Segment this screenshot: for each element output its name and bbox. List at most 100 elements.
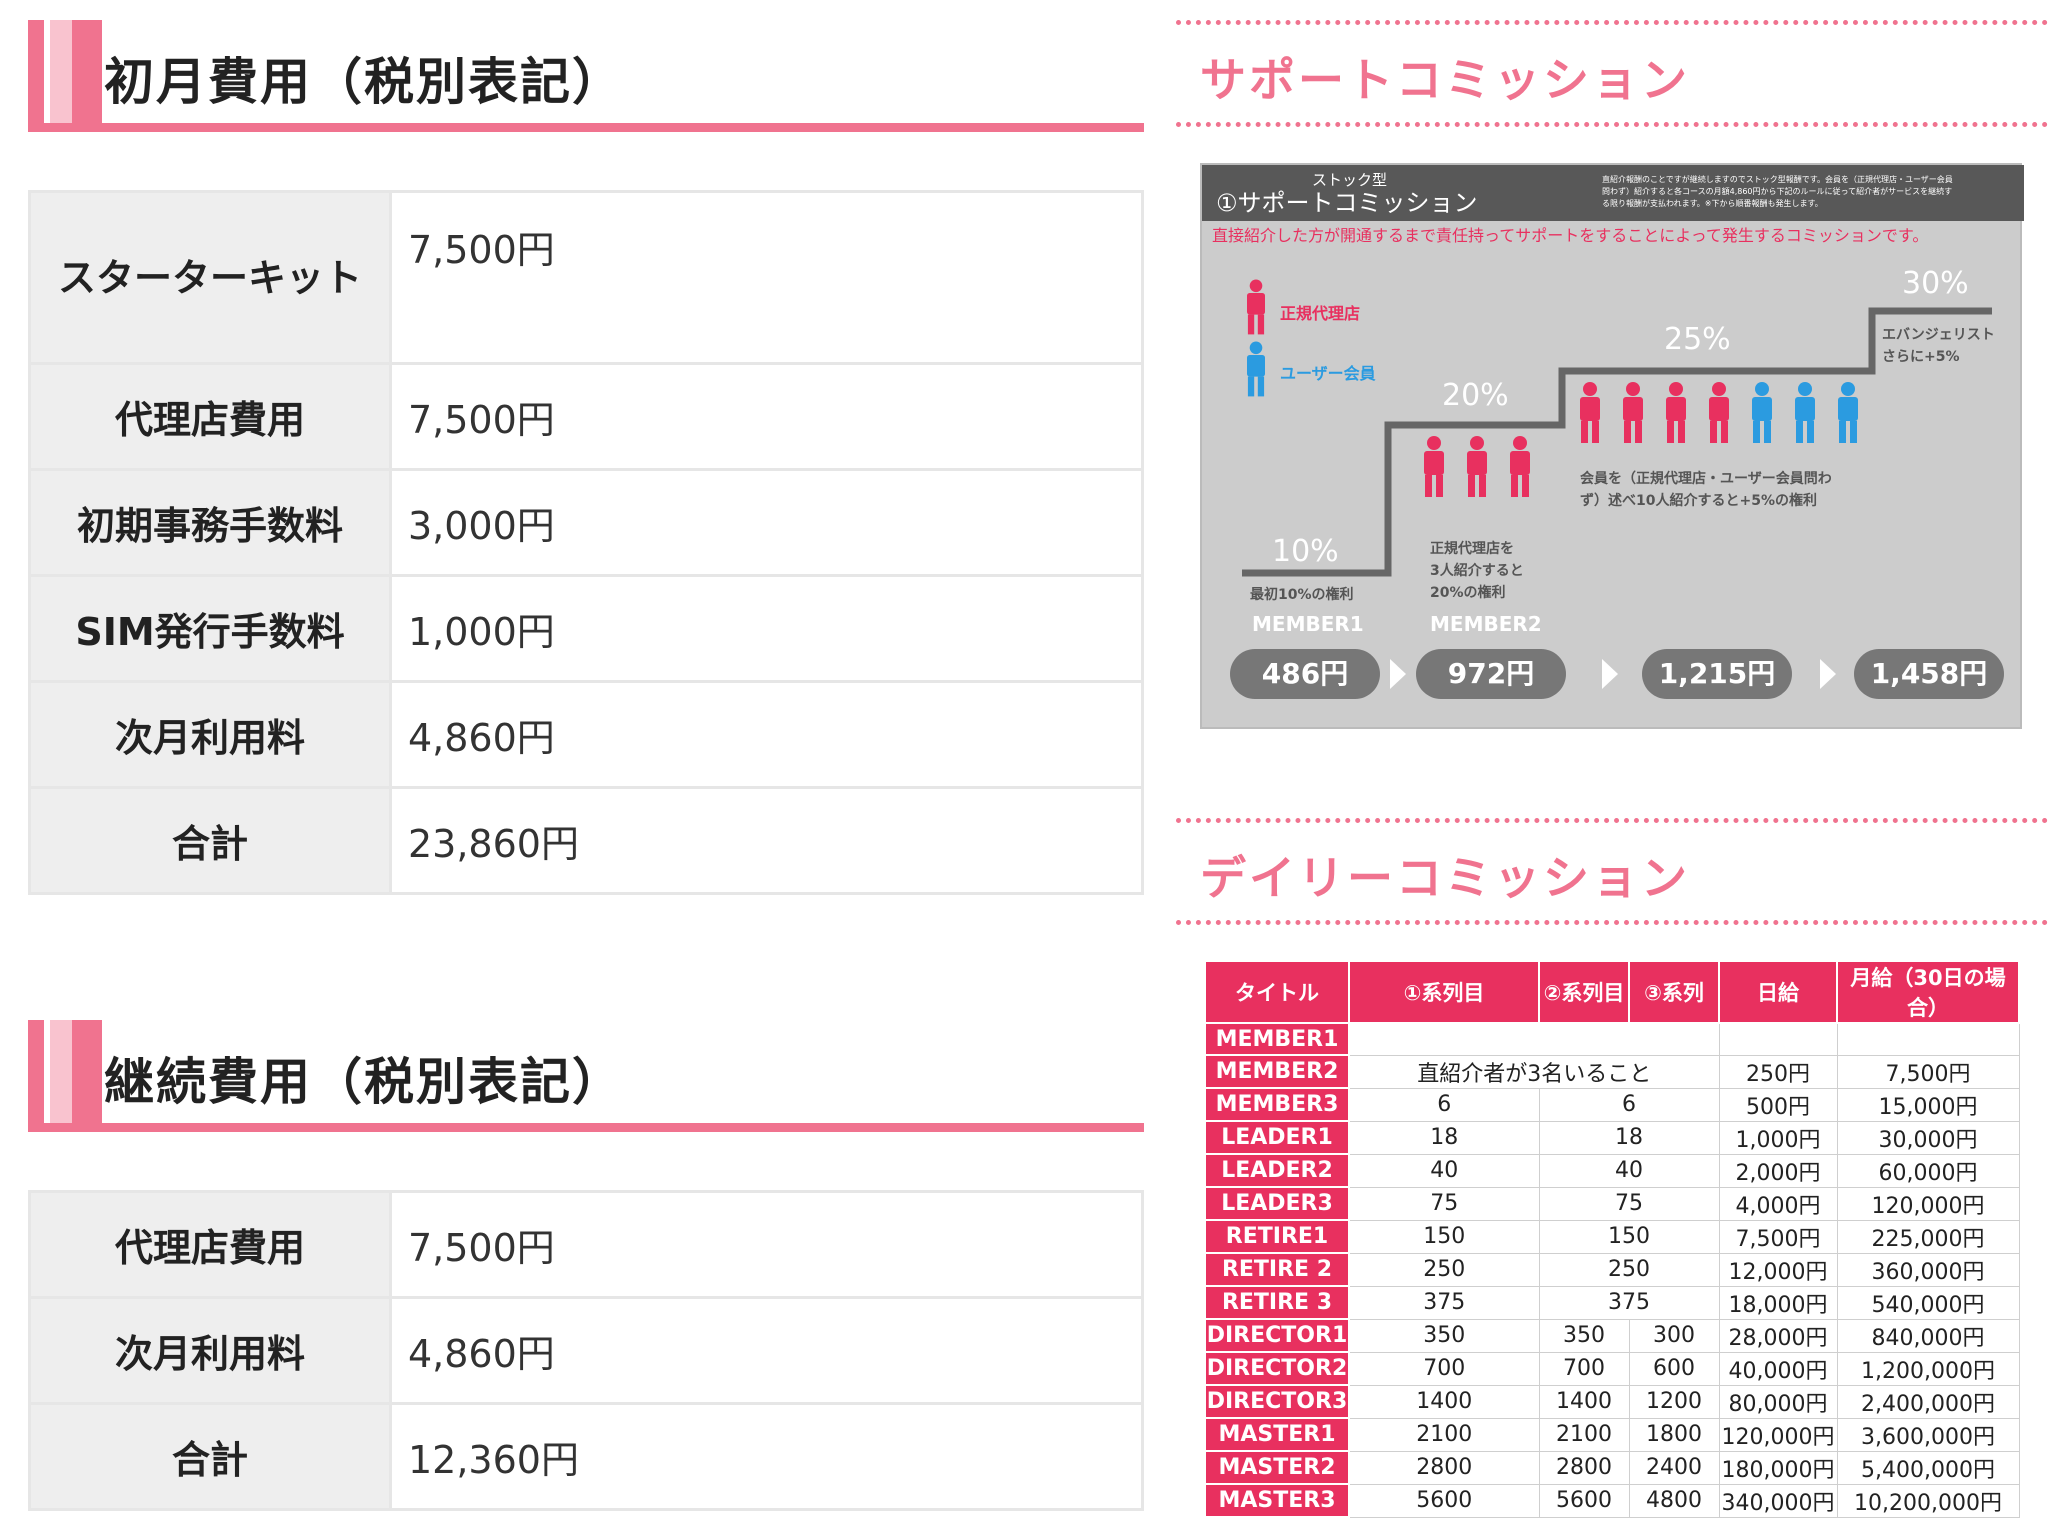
agency-person-icon: [1580, 382, 1729, 443]
chart-title: ①サポートコミッション: [1216, 189, 1478, 217]
table-row: 合計 12,360円: [28, 1402, 1144, 1511]
header-accent-bar: [72, 20, 102, 132]
line1-count: 350: [1348, 1318, 1540, 1353]
rank-name: LEADER2: [1204, 1153, 1350, 1188]
table-row: スターターキット 7,500円: [28, 190, 1144, 365]
rank-name: RETIRE 2: [1204, 1252, 1350, 1287]
rank-name: MEMBER3: [1204, 1087, 1350, 1122]
member-label: MEMBER1: [1252, 612, 1364, 636]
line1-count: 2800: [1348, 1450, 1540, 1485]
daily-pay: 2,000円: [1718, 1153, 1838, 1188]
user-person-icon: [1752, 382, 1858, 443]
table-row: 代理店費用 7,500円: [28, 1190, 1144, 1299]
daily-commission-heading: デイリーコミッション: [1200, 851, 1690, 905]
step-note: 20%の権利: [1430, 584, 1506, 601]
monthly-pay: 225,000円: [1836, 1219, 2020, 1254]
fee-value: 7,500円: [389, 1190, 1144, 1299]
fee-label: 代理店費用: [28, 362, 392, 471]
amount-pill: [1416, 649, 1566, 699]
monthly-pay: 30,000円: [1836, 1120, 2020, 1155]
table-row: MASTER3 5600 5600 4800 340,000円 10,200,0…: [1204, 1483, 2020, 1518]
daily-pay: 4,000円: [1718, 1186, 1838, 1221]
line2-count: 1400: [1538, 1384, 1630, 1419]
line2-count: 2800: [1538, 1450, 1630, 1485]
table-row: MASTER2 2800 2800 2400 180,000円 5,400,00…: [1204, 1450, 2020, 1485]
initial-cost-header: 初月費用（税別表記）: [28, 20, 1144, 132]
monthly-pay: 15,000円: [1836, 1087, 2020, 1122]
agency-person-icon: [1247, 279, 1265, 335]
daily-pay: 7,500円: [1718, 1219, 1838, 1254]
user-person-icon: [1247, 341, 1265, 397]
table-cell: [1836, 1022, 2020, 1056]
table-row: MEMBER2 直紹介者が3名いること 250円 7,500円: [1204, 1054, 2020, 1089]
step-note: エバンジェリスト: [1882, 327, 1995, 343]
monthly-pay: 1,200,000円: [1836, 1351, 2020, 1386]
table-row: 代理店費用 7,500円: [28, 362, 1144, 471]
table-row: 次月利用料 4,860円: [28, 680, 1144, 789]
column-header: ②系列目: [1538, 960, 1630, 1024]
fee-label: 代理店費用: [28, 1190, 392, 1299]
step-note: 正規代理店を: [1430, 540, 1514, 557]
fee-label: 合計: [28, 786, 392, 895]
line3-count: 1800: [1628, 1417, 1720, 1452]
line3-count: 300: [1628, 1318, 1720, 1353]
step-note: 最初10%の権利: [1250, 586, 1354, 603]
daily-pay: 340,000円: [1718, 1483, 1838, 1518]
table-row: RETIRE1 150 150 7,500円 225,000円: [1204, 1219, 2020, 1254]
line2-count: 700: [1538, 1351, 1630, 1386]
rank-name: MEMBER1: [1204, 1022, 1350, 1056]
daily-pay: 18,000円: [1718, 1285, 1838, 1320]
line1-count: 18: [1348, 1120, 1540, 1155]
rank-name: LEADER3: [1204, 1186, 1350, 1221]
daily-pay: 40,000円: [1718, 1351, 1838, 1386]
line2-count: 75: [1538, 1186, 1720, 1221]
arrow-right-icon: [1602, 659, 1618, 689]
step-percent: 20%: [1442, 378, 1509, 413]
line2-count: 2100: [1538, 1417, 1630, 1452]
monthly-pay: 840,000円: [1836, 1318, 2020, 1353]
legend-agency: 正規代理店: [1280, 304, 1360, 323]
step-note: さらに+5%: [1882, 349, 1960, 365]
line1-count: 40: [1348, 1153, 1540, 1188]
amount-value: 1,215円: [1659, 657, 1776, 690]
chart-note-line: 問わず）紹介すると各コースの月額4,860円から下記のルールに従って紹介者がサー…: [1602, 186, 1952, 196]
daily-pay: 1,000円: [1718, 1120, 1838, 1155]
line2-count: 6: [1538, 1087, 1720, 1122]
column-header: ③系列: [1628, 960, 1720, 1024]
table-row: LEADER1 18 18 1,000円 30,000円: [1204, 1120, 2020, 1155]
member-label: MEMBER2: [1430, 612, 1542, 636]
rank-name: MASTER3: [1204, 1483, 1350, 1518]
line1-count: 2100: [1348, 1417, 1540, 1452]
amount-pill: [1642, 649, 1792, 699]
dotted-divider: [1176, 920, 2048, 925]
header-underline: [28, 1123, 1144, 1132]
step-note: 3人紹介すると: [1430, 562, 1524, 579]
step-note: 会員を（正規代理店・ユーザー会員問わ: [1580, 470, 1832, 487]
fee-value: 23,860円: [389, 786, 1144, 895]
header-accent-bar: [50, 1020, 72, 1132]
table-row: RETIRE 3 375 375 18,000円 540,000円: [1204, 1285, 2020, 1320]
step-percent: 25%: [1664, 322, 1731, 357]
monthly-pay: 10,200,000円: [1836, 1483, 2020, 1518]
table-row: SIM発行手数料 1,000円: [28, 574, 1144, 683]
amount-value: 486円: [1262, 657, 1348, 690]
line1-count: 700: [1348, 1351, 1540, 1386]
monthly-pay: 120,000円: [1836, 1186, 2020, 1221]
header-accent-bar: [28, 20, 44, 132]
step-percent: 10%: [1272, 534, 1339, 569]
dotted-divider: [1176, 20, 2048, 25]
rank-name: MEMBER2: [1204, 1054, 1350, 1089]
chart-note-line: 直紹介報酬のことですが継続しますのでストック型報酬です。会員を（正規代理店・ユー…: [1602, 174, 1953, 184]
dotted-divider: [1176, 818, 2048, 823]
line3-count: 600: [1628, 1351, 1720, 1386]
line2-count: 250: [1538, 1252, 1720, 1287]
continuing-cost-table: 代理店費用 7,500円 次月利用料 4,860円 合計 12,360円: [28, 1190, 1144, 1511]
daily-commission-table: タイトル ①系列目 ②系列目 ③系列 日給 月給（30日の場合） MEMBER1…: [1204, 960, 2020, 1518]
chart-note-line: る限り報酬が支払われます。※下から順番報酬も発生します。: [1602, 198, 1823, 208]
support-commission-chart: ストック型 ①サポートコミッション 直紹介報酬のことですが継続しますのでストック…: [1200, 163, 2024, 729]
fee-label: 次月利用料: [28, 1296, 392, 1405]
table-row: MASTER1 2100 2100 1800 120,000円 3,600,00…: [1204, 1417, 2020, 1452]
daily-pay: 12,000円: [1718, 1252, 1838, 1287]
chart-header-band: [1202, 165, 2024, 221]
fee-label: SIM発行手数料: [28, 574, 392, 683]
